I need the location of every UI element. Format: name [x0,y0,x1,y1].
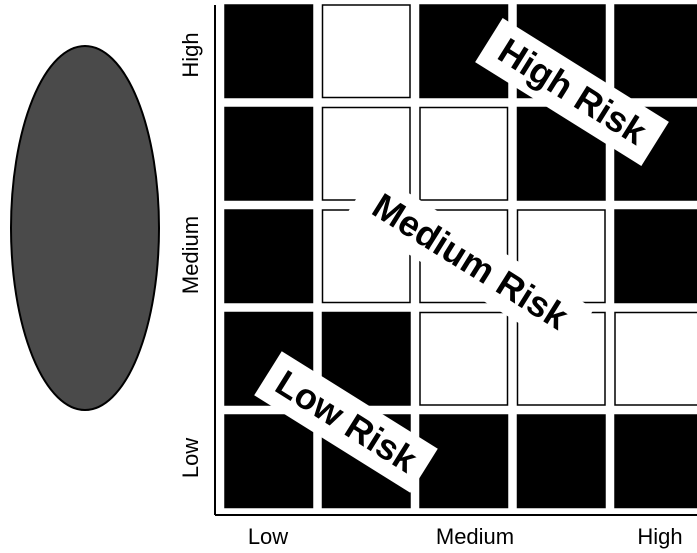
x-label: High [637,524,682,549]
cell [614,209,697,304]
cell [614,4,697,99]
y-label: High [178,32,203,77]
x-label: Low [248,524,288,549]
cell [224,4,314,99]
label-box [254,351,438,493]
ellipse [10,45,160,411]
y-label: Medium [178,216,203,294]
cell [419,106,509,201]
cell [516,414,606,509]
cell [419,414,509,509]
cell [614,311,697,406]
label-box [475,18,669,166]
label-box [345,171,595,353]
cell [224,106,314,201]
cell [419,311,509,406]
cell [224,209,314,304]
cell [614,414,697,509]
x-label: Medium [436,524,514,549]
cell [321,4,411,99]
cell [224,414,314,509]
y-label: Low [178,438,203,478]
